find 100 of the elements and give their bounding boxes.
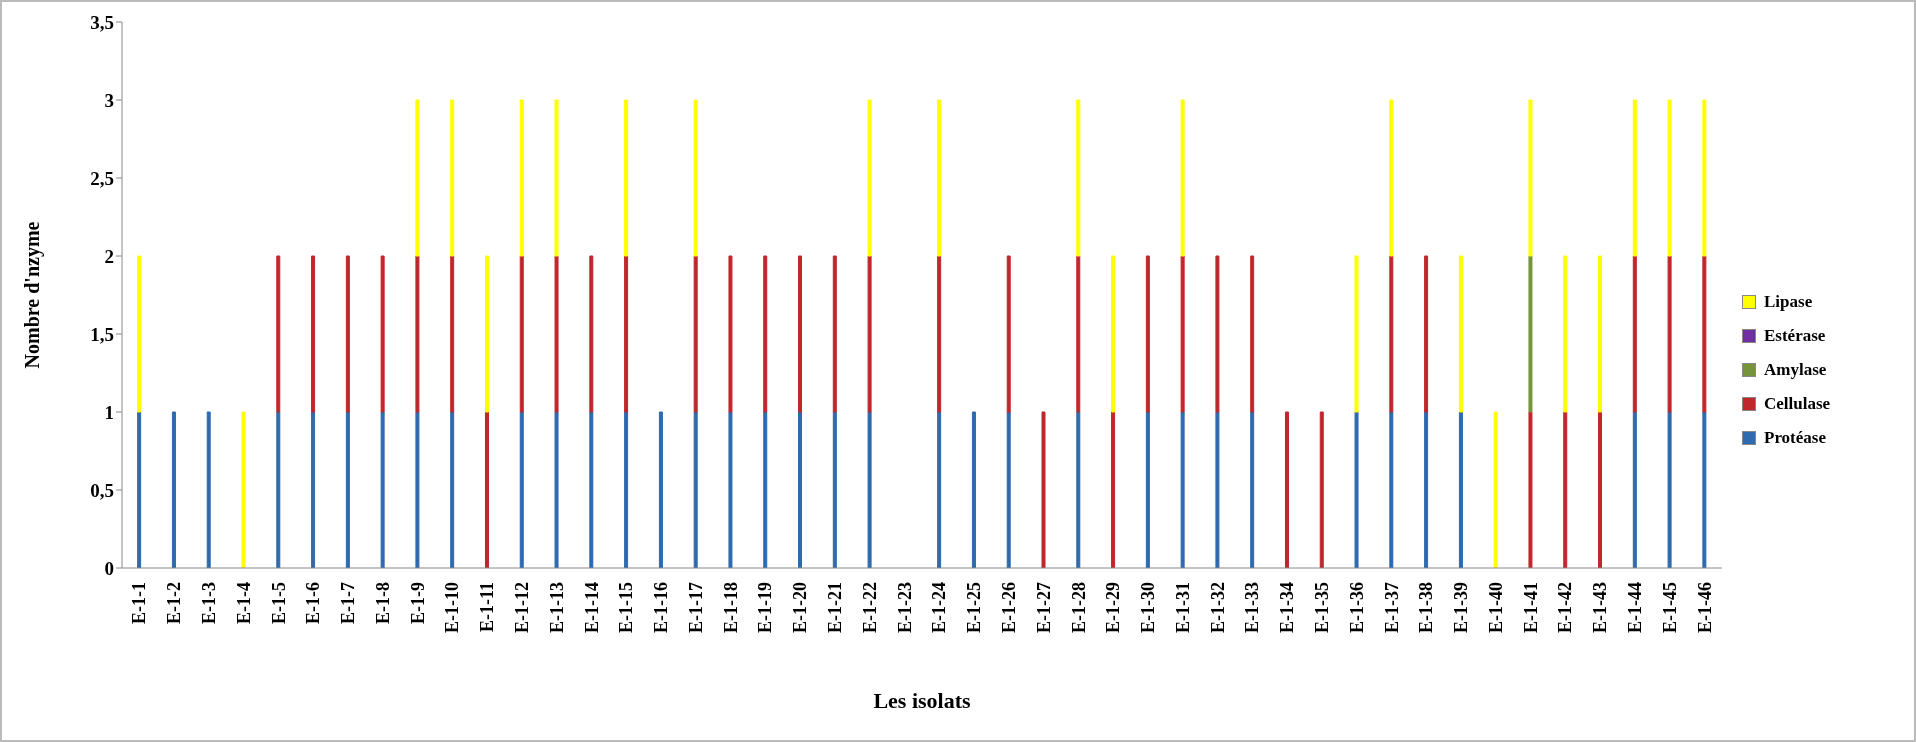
- bar: [1528, 99, 1533, 257]
- x-tick-label: E-1-10: [442, 582, 463, 633]
- bar: [1354, 411, 1359, 568]
- legend-label: Cellulase: [1764, 394, 1831, 414]
- y-tick-label: 1: [104, 401, 114, 423]
- bar: [1667, 411, 1672, 568]
- x-tick-label: E-1-18: [720, 582, 741, 633]
- bar: [450, 99, 455, 257]
- bar: [1145, 411, 1150, 568]
- bar: [1458, 411, 1463, 568]
- bar: [519, 411, 524, 568]
- bar: [1702, 255, 1707, 413]
- bar: [450, 255, 455, 413]
- x-tick-label: E-1-13: [546, 582, 567, 633]
- x-tick-label: E-1-8: [372, 582, 393, 624]
- x-tick-label: E-1-25: [964, 582, 985, 633]
- x-tick-label: E-1-31: [1172, 582, 1193, 633]
- bar: [206, 411, 211, 568]
- bar: [554, 255, 559, 413]
- y-tick-label: 1,5: [90, 323, 114, 345]
- bar: [798, 255, 803, 413]
- bar: [519, 255, 524, 413]
- x-tick-label: E-1-26: [998, 582, 1019, 633]
- bar: [1389, 411, 1394, 568]
- bar: [450, 411, 455, 568]
- bar: [1076, 411, 1081, 568]
- bar: [311, 411, 316, 568]
- x-tick-label: E-1-30: [1138, 582, 1159, 633]
- y-tick-label: 3,5: [90, 11, 114, 33]
- legend-label: Protéase: [1764, 428, 1826, 448]
- x-tick-label: E-1-11: [477, 582, 498, 633]
- x-tick-label: E-1-12: [512, 582, 532, 633]
- bar: [763, 411, 768, 568]
- bar: [1528, 255, 1533, 413]
- x-tick-label: E-1-17: [685, 582, 706, 633]
- x-tick-label: E-1-22: [859, 582, 880, 633]
- bar: [554, 411, 559, 568]
- x-tick-label: E-1-41: [1520, 582, 1541, 633]
- bar: [1006, 411, 1011, 568]
- bar: [971, 411, 976, 568]
- bar: [241, 411, 246, 568]
- x-tick-label: E-1-15: [616, 582, 637, 633]
- bar: [380, 255, 385, 413]
- bar: [728, 255, 733, 413]
- bar: [1354, 255, 1359, 413]
- bar: [554, 99, 559, 257]
- y-tick-label: 2: [104, 245, 114, 267]
- bar: [1598, 411, 1603, 568]
- bar: [1076, 99, 1081, 257]
- legend-label: Amylase: [1764, 360, 1827, 380]
- bar: [345, 255, 350, 413]
- bar: [1250, 255, 1255, 413]
- bar: [867, 411, 872, 568]
- bar: [937, 99, 942, 257]
- bar: [589, 255, 594, 413]
- x-axis-title: Les isolats: [873, 688, 972, 713]
- x-tick-label: E-1-3: [198, 582, 219, 624]
- bar: [589, 411, 594, 568]
- x-tick-label: E-1-28: [1068, 582, 1089, 633]
- bar: [693, 99, 698, 257]
- x-tick-label: E-1-46: [1694, 582, 1715, 633]
- bar: [832, 411, 837, 568]
- y-axis-title: Nombre d'nzyme: [21, 221, 45, 369]
- bar: [1528, 411, 1533, 568]
- bar: [1632, 411, 1637, 568]
- bar: [1389, 99, 1394, 257]
- bar: [380, 411, 385, 568]
- bar: [311, 255, 316, 413]
- x-tick-label: E-1-19: [755, 582, 776, 633]
- x-tick-label: E-1-2: [164, 582, 185, 624]
- x-tick-label: E-1-16: [651, 582, 672, 633]
- bar: [1424, 411, 1429, 568]
- bar: [1111, 411, 1116, 568]
- x-tick-label: E-1-27: [1033, 582, 1054, 633]
- bar: [1076, 255, 1081, 413]
- bar: [693, 411, 698, 568]
- bar: [1319, 411, 1324, 568]
- y-tick-label: 0: [104, 557, 114, 579]
- bar: [519, 99, 524, 257]
- y-tick-label: 3: [104, 89, 114, 111]
- bar: [1563, 411, 1568, 568]
- y-tick-label: 0,5: [90, 479, 114, 501]
- bar: [937, 255, 942, 413]
- x-tick-label: E-1-32: [1207, 582, 1228, 633]
- bar: [1632, 255, 1637, 413]
- bar: [693, 255, 698, 413]
- bar: [798, 411, 803, 568]
- bar: [415, 99, 420, 257]
- bar: [867, 99, 872, 257]
- x-tick-label: E-1-7: [338, 582, 359, 624]
- legend-label: Estérase: [1764, 326, 1826, 346]
- bar: [276, 411, 281, 568]
- bar: [415, 411, 420, 568]
- bar: [1215, 255, 1220, 413]
- bar: [137, 255, 142, 413]
- x-tick-label: E-1-5: [268, 582, 289, 624]
- bar: [1563, 255, 1568, 413]
- bar: [937, 411, 942, 568]
- bar: [1250, 411, 1255, 568]
- bar: [171, 411, 176, 568]
